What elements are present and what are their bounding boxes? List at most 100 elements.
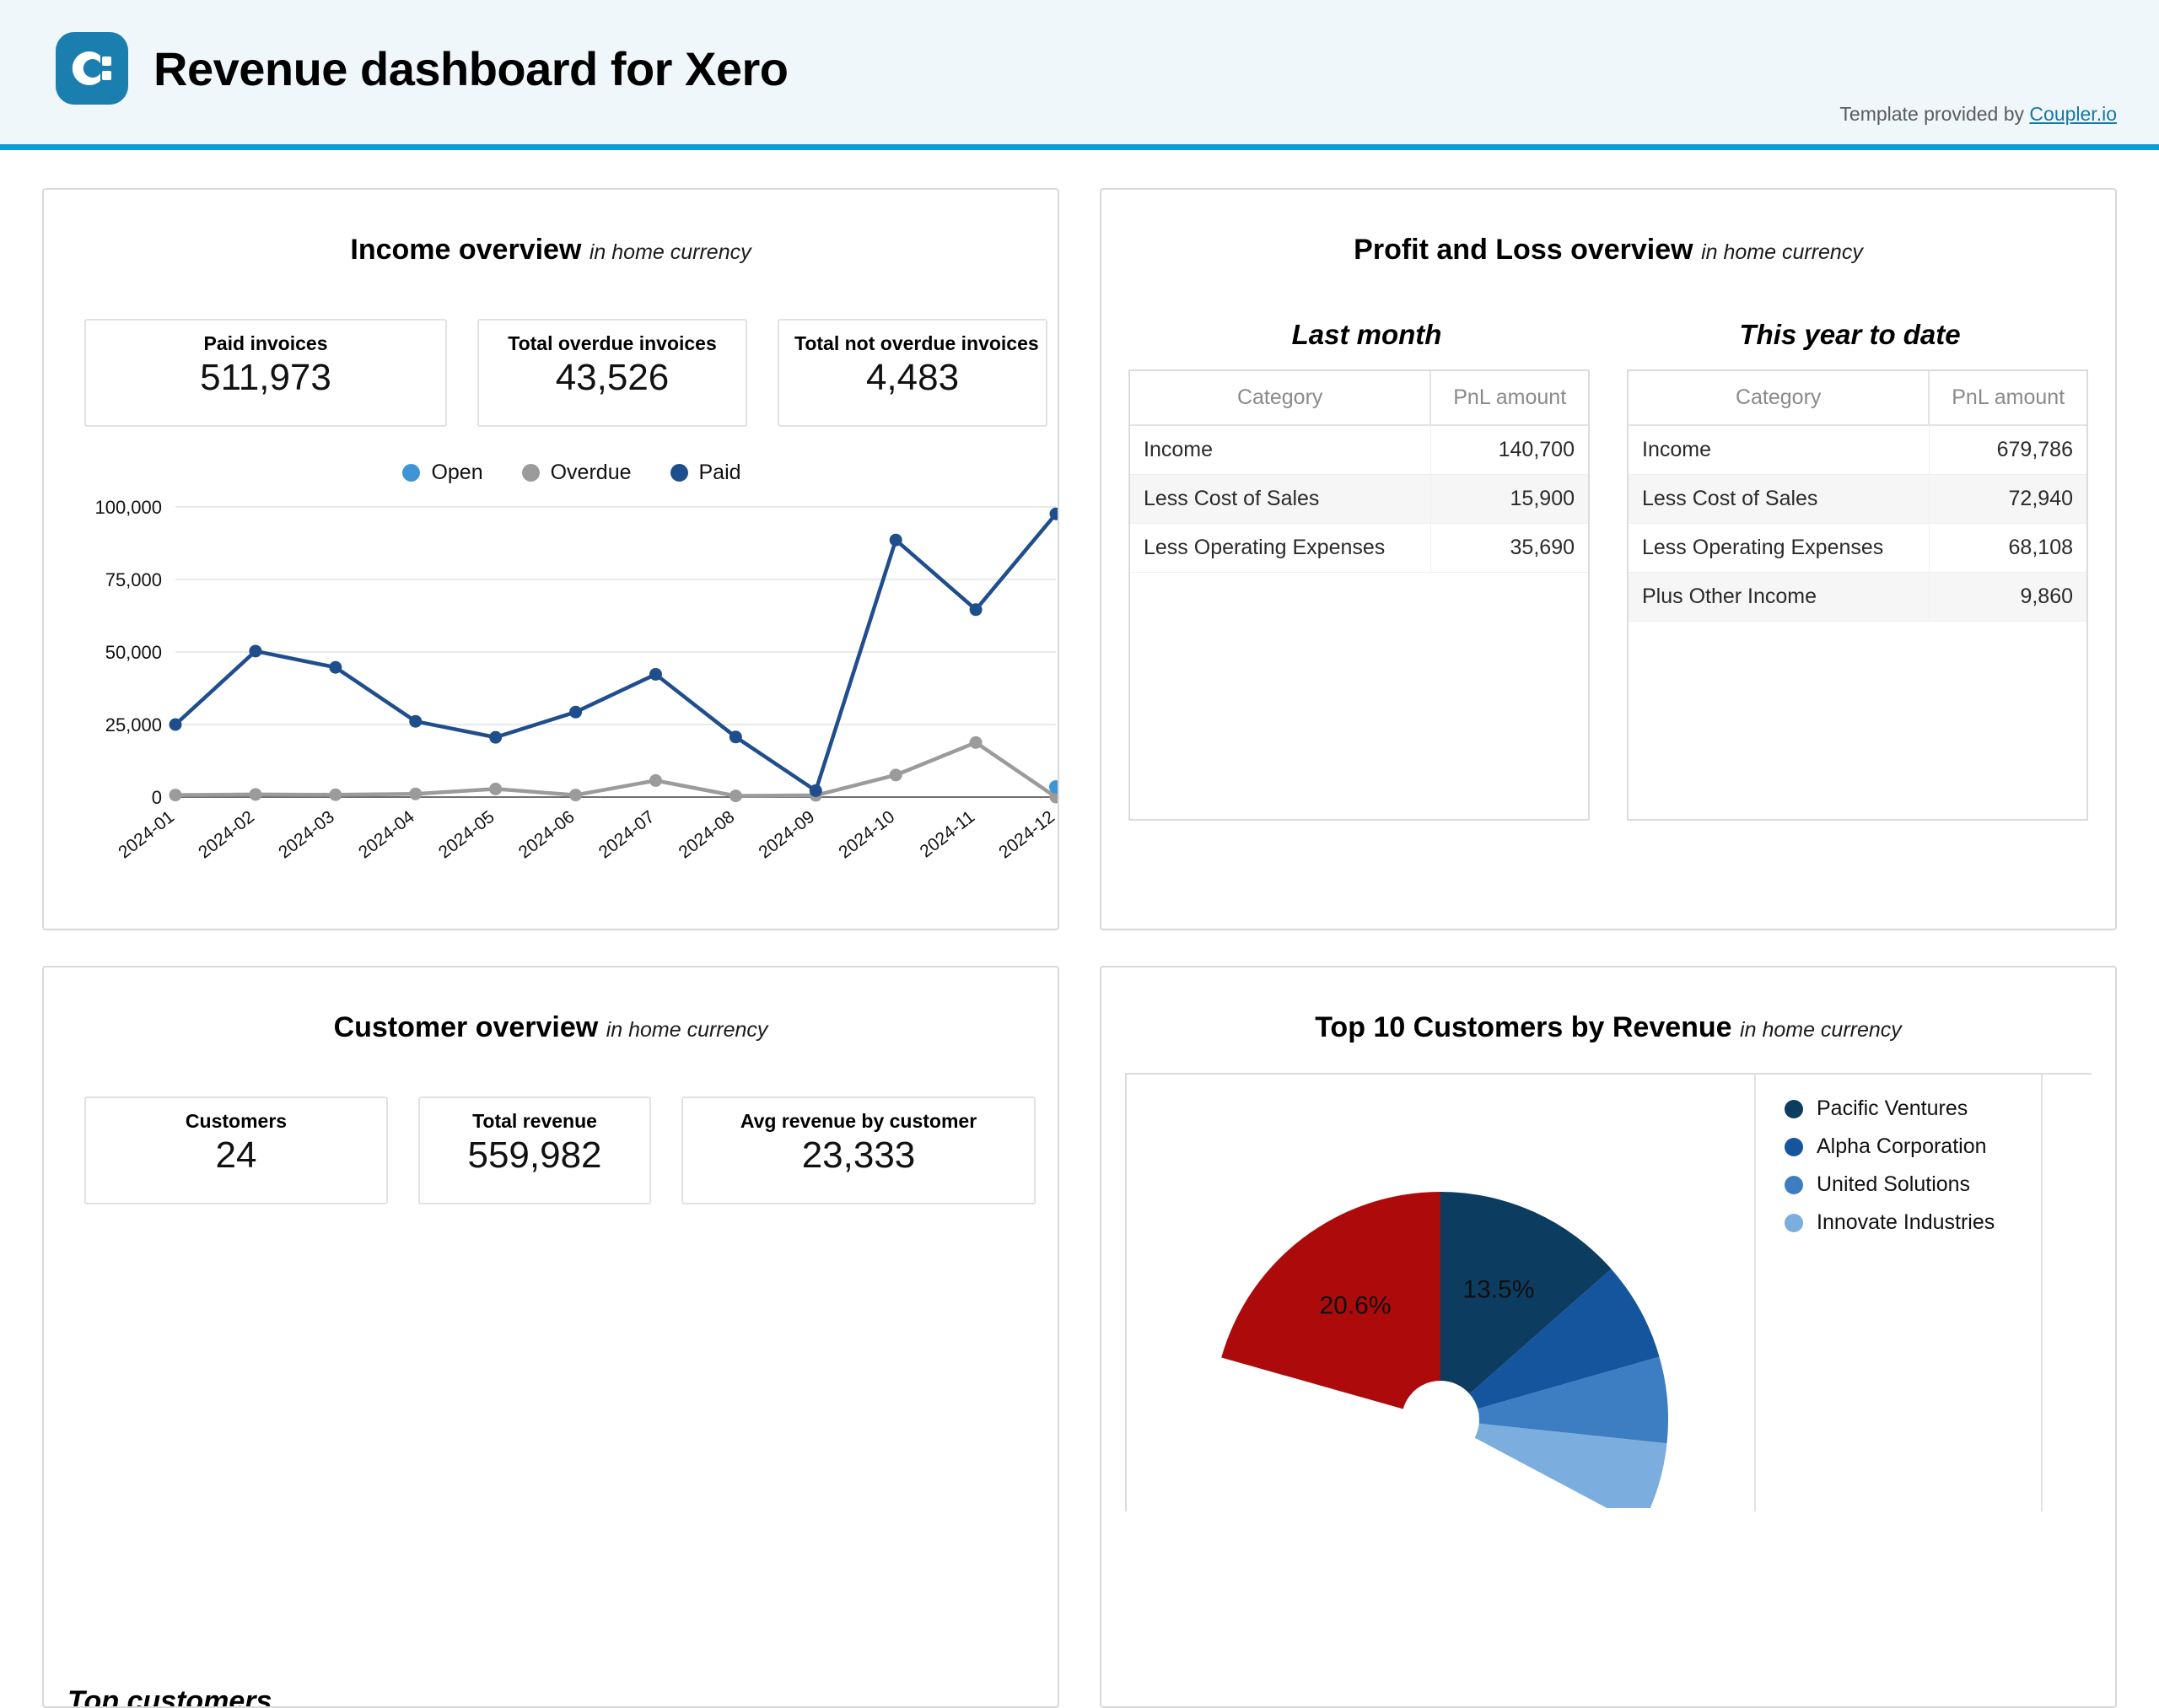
column-header-amount[interactable]: PnL amount	[1928, 371, 2086, 426]
table-header-row: Category PnL amount	[1629, 371, 2086, 426]
legend-label: Innovate Industries	[1817, 1210, 1995, 1234]
column-header-category[interactable]: Category	[1629, 371, 1930, 426]
legend-item-innovate-industries[interactable]: Innovate Industries	[1785, 1210, 2092, 1235]
legend-item-overdue[interactable]: Overdue	[521, 461, 632, 485]
income-overview-title: Income overview in home currency	[67, 234, 1034, 267]
svg-text:20.6%: 20.6%	[1319, 1291, 1391, 1319]
cell-amount: 9,860	[1928, 572, 2086, 622]
top-customers-heading: Top customers	[67, 1685, 272, 1708]
svg-text:2024-10: 2024-10	[835, 807, 898, 863]
table-row[interactable]: Plus Other Income 9,860	[1629, 572, 2086, 622]
legend-label: United Solutions	[1817, 1172, 1971, 1196]
income-overview-panel: Income overview in home currency Paid in…	[42, 188, 1059, 930]
cell-category: Less Cost of Sales	[1130, 474, 1431, 524]
customer-kpi-row: Customers 24 Total revenue 559,982 Avg r…	[84, 1096, 1036, 1204]
pnl-headings: Last month This year to date	[1125, 319, 2092, 351]
svg-text:2024-01: 2024-01	[115, 807, 178, 863]
legend-label: Paid	[698, 461, 741, 484]
cell-category: Income	[1130, 425, 1431, 475]
svg-text:100,000: 100,000	[94, 497, 162, 518]
legend-item-open[interactable]: Open	[402, 461, 483, 485]
kpi-label: Customers	[185, 1110, 288, 1132]
column-header-amount[interactable]: PnL amount	[1429, 371, 1588, 426]
legend-item-united-solutions[interactable]: United Solutions	[1785, 1172, 2092, 1197]
legend-dot-icon	[1785, 1213, 1803, 1232]
legend-item-paid[interactable]: Paid	[670, 461, 741, 485]
kpi-value: 559,982	[467, 1134, 602, 1176]
app-header: Revenue dashboard for Xero Template prov…	[0, 0, 2159, 150]
line-chart-svg: 0 25,000 50,000 75,000 100,000 2024-01 2024-02…	[94, 497, 1058, 863]
legend-dot-icon	[1785, 1099, 1803, 1118]
kpi-value: 23,333	[801, 1134, 916, 1176]
coupler-link[interactable]: Coupler.io	[2029, 103, 2117, 125]
legend-item-pacific-ventures[interactable]: Pacific Ventures	[1785, 1096, 2092, 1121]
kpi-total-overdue-invoices: Total overdue invoices 43,526	[477, 319, 747, 427]
profit-loss-subtitle: in home currency	[1701, 240, 1863, 264]
legend-label: Pacific Ventures	[1817, 1096, 1968, 1120]
svg-text:2024-07: 2024-07	[595, 807, 659, 863]
profit-loss-title-main: Profit and Loss overview	[1354, 234, 1693, 266]
legend-dot-icon	[1785, 1137, 1803, 1156]
pie-chart-area: 13.5% 20.6% Pacific Ventures Alpha Corpor…	[1125, 1073, 2092, 1511]
pnl-table-year-to-date: Category PnL amount Income 679,786 Less …	[1627, 369, 2088, 821]
table-row[interactable]: Less Operating Expenses 68,108	[1629, 523, 2086, 573]
kpi-value: 4,483	[865, 357, 960, 398]
cell-category: Less Operating Expenses	[1130, 523, 1431, 573]
income-line-chart: 0 25,000 50,000 75,000 100,000 2024-01 2024-02…	[67, 495, 1058, 892]
table-row[interactable]: Income 140,700	[1130, 425, 1588, 475]
pie-chart-legend: Pacific Ventures Alpha Corporation Unite…	[1754, 1075, 2092, 1511]
legend-dot-icon	[670, 464, 688, 482]
cell-category: Less Cost of Sales	[1629, 474, 1930, 524]
cell-amount: 15,900	[1429, 474, 1588, 524]
legend-dot-icon	[1785, 1175, 1803, 1194]
svg-text:2024-05: 2024-05	[435, 807, 498, 863]
pnl-tables: Category PnL amount Income 140,700 Less …	[1125, 369, 2092, 821]
page-title: Revenue dashboard for Xero	[153, 41, 789, 95]
table-row[interactable]: Less Operating Expenses 35,690	[1130, 523, 1588, 573]
svg-text:2024-03: 2024-03	[275, 807, 338, 863]
kpi-total-not-overdue-invoices: Total not overdue invoices 4,483	[778, 319, 1047, 427]
table-header-row: Category PnL amount	[1130, 371, 1588, 426]
customer-overview-title-main: Customer overview	[333, 1011, 599, 1043]
dashboard-grid: Income overview in home currency Paid in…	[0, 150, 2159, 1708]
kpi-label: Total overdue invoices	[508, 332, 717, 354]
customer-overview-subtitle: in home currency	[606, 1018, 768, 1042]
table-row[interactable]: Less Cost of Sales 15,900	[1130, 474, 1588, 524]
svg-text:75,000: 75,000	[105, 569, 162, 590]
legend-item-alpha-corporation[interactable]: Alpha Corporation	[1785, 1134, 2092, 1159]
kpi-total-revenue: Total revenue 559,982	[418, 1096, 651, 1204]
table-row[interactable]: Less Cost of Sales 72,940	[1629, 474, 2086, 524]
cell-category: Income	[1629, 425, 1930, 475]
svg-text:2024-08: 2024-08	[676, 807, 739, 863]
svg-text:2024-02: 2024-02	[195, 807, 258, 863]
income-overview-subtitle: in home currency	[589, 240, 751, 264]
pnl-table-last-month: Category PnL amount Income 140,700 Less …	[1128, 369, 1590, 821]
kpi-label: Total revenue	[472, 1110, 597, 1132]
svg-text:13.5%: 13.5%	[1462, 1275, 1534, 1303]
legend-label: Alpha Corporation	[1817, 1134, 1987, 1158]
kpi-label: Total not overdue invoices	[794, 332, 1039, 354]
profit-loss-title: Profit and Loss overview in home currenc…	[1125, 234, 2092, 267]
customer-overview-panel: Customer overview in home currency Custo…	[42, 966, 1059, 1708]
top-customers-title: Top 10 Customers by Revenue in home curr…	[1125, 1011, 2092, 1044]
pie-chart-svg: 13.5% 20.6%	[1221, 1192, 1668, 1508]
top-customers-title-main: Top 10 Customers by Revenue	[1315, 1011, 1732, 1043]
cell-category: Plus Other Income	[1629, 572, 1930, 622]
svg-text:2024-06: 2024-06	[515, 807, 579, 863]
svg-text:0: 0	[152, 787, 162, 808]
column-header-category[interactable]: Category	[1130, 371, 1431, 426]
header-row: Revenue dashboard for Xero	[0, 0, 2159, 105]
cell-amount: 68,108	[1928, 523, 2086, 573]
kpi-customers: Customers 24	[84, 1096, 388, 1204]
kpi-avg-revenue-by-customer: Avg revenue by customer 23,333	[681, 1096, 1036, 1204]
svg-text:50,000: 50,000	[105, 642, 162, 663]
line-chart-legend: Open Overdue Paid	[67, 461, 1034, 485]
pie-chart-container: 13.5% 20.6%	[1127, 1075, 1754, 1511]
cell-category: Less Operating Expenses	[1629, 523, 1930, 573]
svg-text:2024-09: 2024-09	[755, 807, 818, 863]
table-row[interactable]: Income 679,786	[1629, 425, 2086, 475]
svg-text:2024-04: 2024-04	[355, 807, 418, 863]
cell-amount: 72,940	[1928, 474, 2086, 524]
cell-amount: 679,786	[1928, 425, 2086, 475]
kpi-label: Avg revenue by customer	[740, 1110, 977, 1132]
